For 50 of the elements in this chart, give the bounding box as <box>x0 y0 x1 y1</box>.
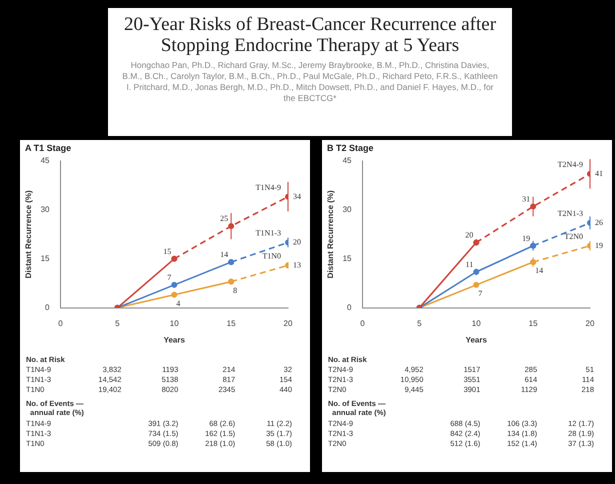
data-label: 14 <box>220 250 228 260</box>
y-tick-label: 15 <box>40 254 50 264</box>
y-tick-label: 45 <box>40 156 50 166</box>
x-tick-label: 10 <box>170 318 180 328</box>
x-tick-label: 20 <box>284 318 293 328</box>
y-axis-title: Distant Recurrence (%) <box>24 190 34 278</box>
data-label: 7 <box>167 273 172 282</box>
data-label: 15 <box>163 246 172 256</box>
data-label: 19 <box>595 240 603 250</box>
data-label: 19 <box>522 234 530 243</box>
data-label: 13 <box>293 260 301 270</box>
y-tick-label: 45 <box>342 156 352 166</box>
chart-title: B T2 Stage <box>327 143 375 153</box>
data-label: 8 <box>233 286 238 295</box>
chart-title: A T1 Stage <box>25 143 72 153</box>
y-axis-title: Distant Recurrence (%) <box>326 190 336 278</box>
series-label: T1N1-3 <box>256 228 281 238</box>
text: 20-Year Risks of Breast-Cancer Recurrence after Stopping Endocrine Therapy at 5 Years <box>122 14 498 56</box>
x-axis-title: Years <box>466 335 488 344</box>
series-label: T1N4-9 <box>256 182 281 192</box>
data-label: 7 <box>478 289 482 298</box>
x-axis-title: Years <box>164 335 186 344</box>
series-label: T2N4-9 <box>558 160 583 169</box>
data-label: 26 <box>595 218 603 227</box>
x-tick-label: 5 <box>417 318 422 328</box>
x-tick-label: 5 <box>115 318 120 328</box>
data-label: 11 <box>466 260 474 269</box>
x-tick-label: 15 <box>226 318 236 328</box>
series-label: T2N0 <box>564 232 583 241</box>
data-label: 41 <box>595 168 603 178</box>
y-tick-label: 0 <box>45 303 50 312</box>
x-tick-label: 15 <box>528 318 538 328</box>
data-label: 4 <box>176 298 180 308</box>
data-label: 31 <box>522 194 530 204</box>
data-label: 14 <box>535 266 544 276</box>
x-tick-label: 0 <box>58 318 64 328</box>
text: Hongchao Pan, Ph.D., Richard Gray, M.Sc., Jeremy Braybrooke, B.M., Ph.D., Christina Davies, B.M., B.Ch., Carolyn Taylor, B.M., B.Ch., Ph.D., Paul McGale, Ph.D., Richard Peto, F.R.S., Kathleen I. Pritchard, M.D., Jonas Bergh, M.D., Ph.D., Mitch Dowsett, Ph.D., and Daniel F. Hayes, M.D., for the EBCTCG* <box>122 60 498 104</box>
series-label: T1N0 <box>262 251 281 260</box>
series-label: T2N1-3 <box>558 208 583 218</box>
y-tick-label: 30 <box>342 205 352 214</box>
data-label: 20 <box>465 230 474 240</box>
x-tick-label: 0 <box>360 318 366 328</box>
y-tick-label: 15 <box>342 254 352 264</box>
data-label: 20 <box>293 238 301 247</box>
x-tick-label: 10 <box>472 318 482 328</box>
y-tick-label: 30 <box>40 205 50 214</box>
data-label: 34 <box>293 192 301 201</box>
y-tick-label: 0 <box>347 303 352 312</box>
x-tick-label: 20 <box>586 318 595 328</box>
data-label: 25 <box>220 214 228 224</box>
